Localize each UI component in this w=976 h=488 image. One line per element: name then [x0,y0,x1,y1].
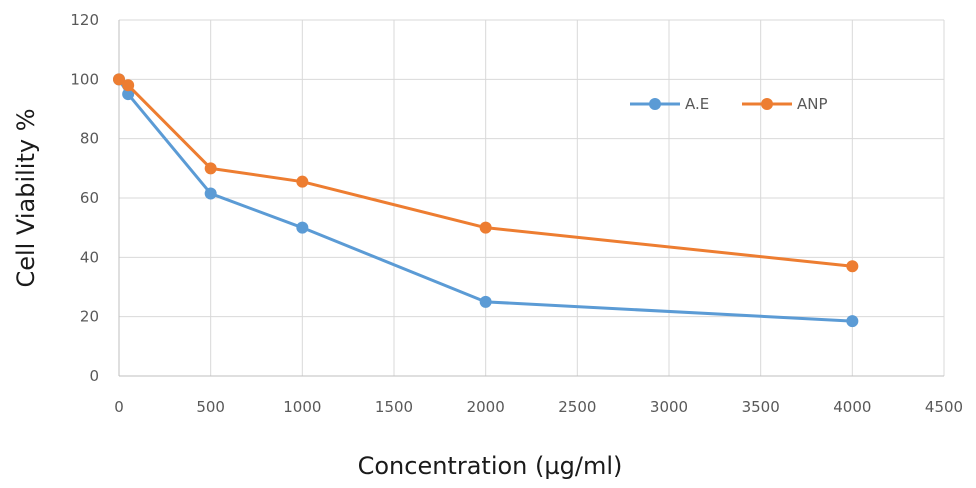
grid-lines [119,19,945,376]
y-tick-label: 20 [80,308,99,326]
x-tick-label: 3500 [742,398,780,416]
y-tick-label: 80 [80,130,99,148]
data-point [479,221,492,234]
series-lines [113,73,859,328]
x-tick-label: 1000 [283,398,321,416]
x-tick-label: 2000 [467,398,505,416]
data-point [846,315,859,328]
legend-marker [649,98,661,110]
tick-labels: 0 20 40 60 80 100 120 0 500 1000 1500 2000 2500 3000 3… [70,11,963,416]
x-tick-label: 3000 [650,398,688,416]
legend-label: A.E [685,95,709,113]
data-point [296,175,309,188]
x-tick-label: 4500 [925,398,963,416]
y-tick-label: 100 [70,70,99,88]
y-tick-label: 60 [80,189,99,207]
legend: A.E ANP [630,95,828,113]
y-axis-title: Cell Viability % [12,108,40,287]
x-tick-label: 500 [196,398,225,416]
data-point [296,221,309,234]
x-axis-title: Concentration (µg/ml) [358,452,623,480]
data-point [122,88,135,101]
y-tick-label: 0 [89,367,99,385]
legend-entry-2: ANP [742,95,828,113]
x-tick-label: 0 [114,398,124,416]
legend-entry-1: A.E [630,95,709,113]
data-point [846,260,859,273]
y-tick-label: 40 [80,248,99,266]
y-tick-label: 120 [70,11,99,29]
data-point [204,187,217,200]
legend-marker [761,98,773,110]
data-point [479,295,492,308]
data-point [204,162,217,175]
data-point [122,79,135,92]
data-point [113,73,125,86]
x-tick-label: 1500 [375,398,413,416]
x-tick-label: 2500 [558,398,596,416]
series-2 [113,73,859,273]
x-tick-label: 4000 [833,398,871,416]
legend-label: ANP [797,95,828,113]
